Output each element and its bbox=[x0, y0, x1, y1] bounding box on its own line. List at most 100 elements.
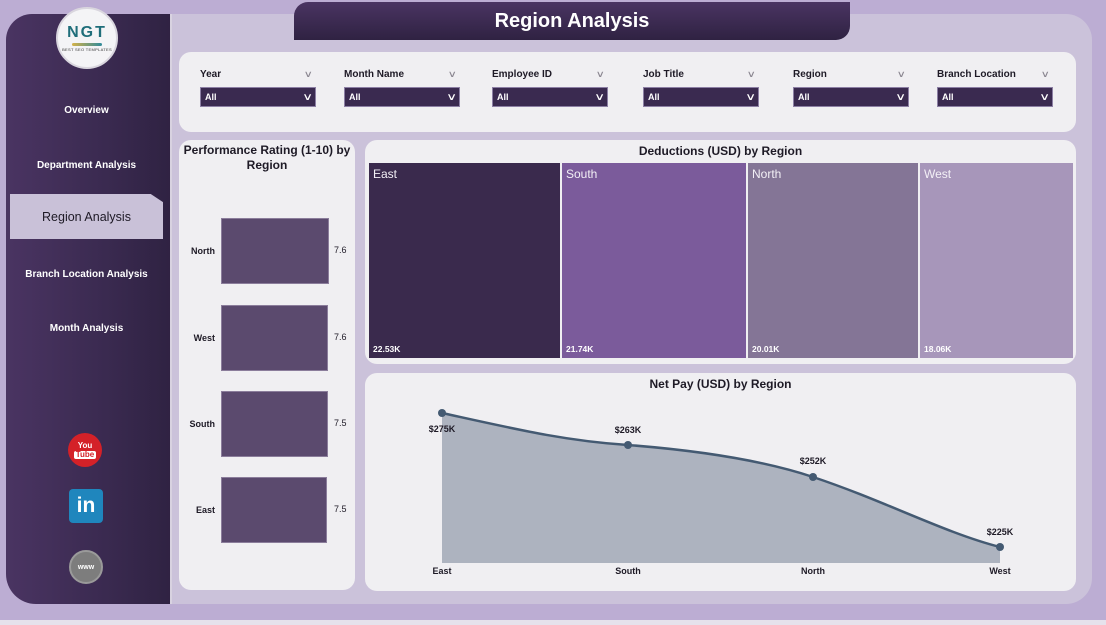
area-line bbox=[441, 411, 1001, 549]
website-globe-icon[interactable]: www bbox=[69, 550, 103, 584]
filter-label: Employee ID bbox=[492, 68, 553, 80]
bar-row-south: South 7.5 bbox=[179, 391, 355, 457]
chevron-down-icon: ∨ bbox=[1038, 91, 1050, 103]
logo-swoosh-icon bbox=[72, 43, 102, 46]
tile-value: 21.74K bbox=[566, 344, 594, 354]
x-axis-label: East bbox=[432, 566, 451, 576]
chevron-down-icon: ∨ bbox=[744, 91, 756, 103]
sidebar-item-label: Region Analysis bbox=[42, 209, 131, 224]
filter-label: Region bbox=[793, 68, 827, 80]
chevron-down-icon[interactable]: ∨ bbox=[304, 68, 314, 79]
data-point-north[interactable] bbox=[809, 473, 817, 481]
treemap-tile-north[interactable]: North 20.01K bbox=[748, 163, 918, 358]
data-point-south[interactable] bbox=[624, 441, 632, 449]
chevron-down-icon[interactable]: ∨ bbox=[448, 68, 458, 79]
data-label: $252K bbox=[800, 456, 827, 466]
bottom-strip bbox=[0, 620, 1106, 625]
year-dropdown[interactable]: All ∨ bbox=[200, 87, 316, 107]
filter-employee-id: Employee ID ∨ All ∨ bbox=[492, 67, 608, 107]
bar[interactable] bbox=[221, 477, 327, 543]
dropdown-value: All bbox=[497, 92, 509, 102]
tile-label: North bbox=[752, 167, 782, 181]
x-axis-label: South bbox=[615, 566, 641, 576]
bar-label: North bbox=[191, 246, 215, 256]
chevron-down-icon[interactable]: ∨ bbox=[1041, 68, 1051, 79]
job-title-dropdown[interactable]: All ∨ bbox=[643, 87, 759, 107]
filter-label: Branch Location bbox=[937, 68, 1016, 80]
data-label: $275K bbox=[429, 424, 456, 434]
treemap-tile-east[interactable]: East 22.53K bbox=[369, 163, 560, 358]
youtube-icon[interactable]: You Tube bbox=[68, 433, 102, 467]
filters-panel: Year ∨ All ∨ Month Name ∨ All ∨ Employee ID ∨… bbox=[179, 52, 1076, 132]
bar-label: West bbox=[193, 333, 215, 343]
page-title: Region Analysis bbox=[494, 9, 650, 32]
month-name-dropdown[interactable]: All ∨ bbox=[344, 87, 460, 107]
x-axis-label: West bbox=[989, 566, 1010, 576]
net-pay-area-chart: Net Pay (USD) by Region $275K $263K $252… bbox=[365, 373, 1076, 591]
chevron-down-icon[interactable]: ∨ bbox=[596, 68, 606, 79]
filter-branch-location: Branch Location ∨ All ∨ bbox=[937, 67, 1053, 107]
dropdown-value: All bbox=[942, 92, 954, 102]
filter-label: Month Name bbox=[344, 68, 404, 80]
filter-year: Year ∨ All ∨ bbox=[200, 67, 316, 107]
tile-label: South bbox=[566, 167, 598, 181]
sidebar-item-region-analysis[interactable]: Region Analysis bbox=[10, 194, 163, 239]
website-icon-text: www bbox=[77, 563, 95, 571]
treemap-tile-west[interactable]: West 18.06K bbox=[920, 163, 1073, 358]
linkedin-icon-text: in bbox=[76, 494, 96, 517]
sidebar-item-branch-location-analysis[interactable]: Branch Location Analysis bbox=[10, 261, 163, 287]
employee-id-dropdown[interactable]: All ∨ bbox=[492, 87, 608, 107]
sidebar-item-overview[interactable]: Overview bbox=[10, 97, 163, 123]
filter-month-name: Month Name ∨ All ∨ bbox=[344, 67, 460, 107]
filter-job-title: Job Title ∨ All ∨ bbox=[643, 67, 759, 107]
bar-value: 7.6 bbox=[334, 245, 347, 255]
sidebar-divider bbox=[170, 14, 172, 604]
chevron-down-icon: ∨ bbox=[593, 91, 605, 103]
bar-row-west: West 7.6 bbox=[179, 305, 355, 371]
sidebar-item-label: Department Analysis bbox=[36, 159, 137, 171]
bar-value: 7.5 bbox=[334, 418, 347, 428]
bar[interactable] bbox=[221, 391, 328, 457]
bar-label: East bbox=[195, 505, 215, 515]
tile-label: West bbox=[924, 167, 952, 181]
filter-label: Year bbox=[200, 68, 222, 80]
sidebar-item-label: Branch Location Analysis bbox=[25, 268, 148, 280]
logo-text: NGT bbox=[67, 24, 107, 41]
data-label: $263K bbox=[615, 425, 642, 435]
dropdown-value: All bbox=[648, 92, 660, 102]
page-title-bar: Region Analysis bbox=[294, 2, 850, 40]
chevron-down-icon[interactable]: ∨ bbox=[897, 68, 907, 79]
sidebar-item-month-analysis[interactable]: Month Analysis bbox=[10, 315, 163, 341]
data-point-east[interactable] bbox=[438, 409, 446, 417]
bar-label: South bbox=[189, 419, 216, 429]
youtube-icon-top: You bbox=[77, 440, 93, 450]
chart-title: Performance Rating (1-10) by Region bbox=[183, 143, 351, 172]
filter-region: Region ∨ All ∨ bbox=[793, 67, 909, 107]
chevron-down-icon: ∨ bbox=[445, 91, 457, 103]
sidebar-item-department-analysis[interactable]: Department Analysis bbox=[10, 152, 163, 178]
youtube-icon-bottom: Tube bbox=[73, 449, 97, 459]
data-label: $225K bbox=[987, 527, 1014, 537]
area-chart-plot: $275K $263K $252K $225K East South North… bbox=[429, 409, 1014, 576]
bar[interactable] bbox=[221, 305, 328, 371]
linkedin-icon[interactable]: in bbox=[69, 489, 103, 523]
dropdown-value: All bbox=[205, 92, 217, 102]
bar-row-north: North 7.6 bbox=[179, 218, 355, 284]
logo-subtitle: BEST SEO TEMPLATES bbox=[62, 47, 112, 52]
area-fill bbox=[442, 413, 1000, 563]
chevron-down-icon[interactable]: ∨ bbox=[747, 68, 757, 79]
treemap-tile-south[interactable]: South 21.74K bbox=[562, 163, 746, 358]
region-dropdown[interactable]: All ∨ bbox=[793, 87, 909, 107]
branch-location-dropdown[interactable]: All ∨ bbox=[937, 87, 1053, 107]
performance-rating-chart: Performance Rating (1-10) by Region Nort… bbox=[179, 140, 355, 590]
sidebar-item-label: Overview bbox=[64, 104, 109, 116]
tile-label: East bbox=[373, 167, 398, 181]
bar-row-east: East 7.5 bbox=[179, 477, 355, 543]
bar-value: 7.6 bbox=[334, 332, 347, 342]
logo: NGT BEST SEO TEMPLATES bbox=[56, 7, 118, 69]
bar[interactable] bbox=[221, 218, 329, 284]
deductions-treemap: Deductions (USD) by Region East 22.53K S… bbox=[365, 140, 1076, 364]
chevron-down-icon: ∨ bbox=[894, 91, 906, 103]
data-point-west[interactable] bbox=[996, 543, 1004, 551]
